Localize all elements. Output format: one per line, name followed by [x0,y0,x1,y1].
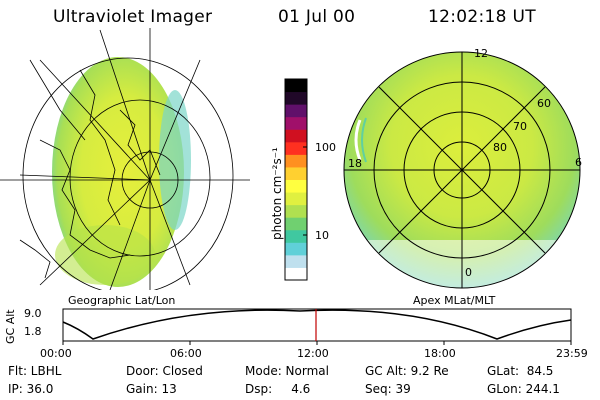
mlt-label-12: 12 [474,47,488,60]
xtick-0000: 00:00 [40,347,72,360]
info-gc-alt: GC Alt: 9.2 Re [365,364,449,378]
coastline-path [39,139,131,259]
observation-date: 01 Jul 00 [278,7,356,27]
info-filter: Flt: LBHL [8,364,62,378]
mlt-label-18: 18 [348,157,362,170]
colorbar-segment [285,129,307,143]
mlat-label-80: 80 [493,141,507,154]
colorbar-segment [285,179,307,193]
info-door: Door: Closed [126,364,203,378]
colorbar-segment [285,242,307,256]
colorbar-segment [285,104,307,118]
colorbar-segment [285,204,307,218]
colorbar-tick-10: 10 [315,229,329,242]
colorbar-segment [285,154,307,168]
altitude-ylabel: GC Alt [4,309,17,344]
info-seq: Seq: 39 [365,382,411,396]
colorbar-segment [285,229,307,243]
colorbar-segment [285,217,307,231]
colorbar-segment [285,141,307,155]
xtick-2359: 23:59 [556,347,588,360]
colorbar-segment [285,91,307,105]
colorbar-frame [284,78,308,281]
altitude-curve [62,309,572,340]
colorbar-segment [285,116,307,130]
left-panel-caption: Geographic Lat/Lon [68,294,176,307]
colorbar-segment [285,267,307,281]
colorbar-segment [285,166,307,180]
mlt-label-6: 6 [575,156,582,169]
right-panel-caption: Apex MLat/MLT [413,294,496,307]
polar-plot [343,51,581,289]
xtick-1800: 18:00 [424,347,456,360]
mlat-label-60: 60 [537,97,551,110]
info-glat: GLat: 84.5 [487,364,554,378]
altitude-ytick-low: 1.8 [24,325,42,338]
observation-time: 12:02:18 UT [428,7,536,27]
info-glon: GLon: 244.1 [487,382,560,396]
xtick-0600: 06:00 [170,347,202,360]
geographic-map [0,28,250,290]
polar-grid [343,51,581,289]
info-gain: Gain: 13 [126,382,177,396]
info-dsp: Dsp: 4.6 [245,382,311,396]
altitude-plot [62,308,572,345]
instrument-title: Ultraviolet Imager [53,7,213,27]
info-mode: Mode: Normal [245,364,329,378]
info-ip: IP: 36.0 [8,382,54,396]
xtick-1200: 12:00 [297,347,329,360]
altitude-ytick-high: 9.0 [24,307,42,320]
mlt-label-0: 0 [465,266,472,279]
colorbar-segment [285,192,307,206]
colorbar [284,78,308,281]
colorbar-tick-100: 100 [315,141,336,154]
colorbar-segment [285,79,307,93]
mlat-label-70: 70 [513,120,527,133]
colorbar-segment [285,254,307,268]
colorbar-unit-label: photon cm⁻²s⁻¹ [270,147,284,240]
